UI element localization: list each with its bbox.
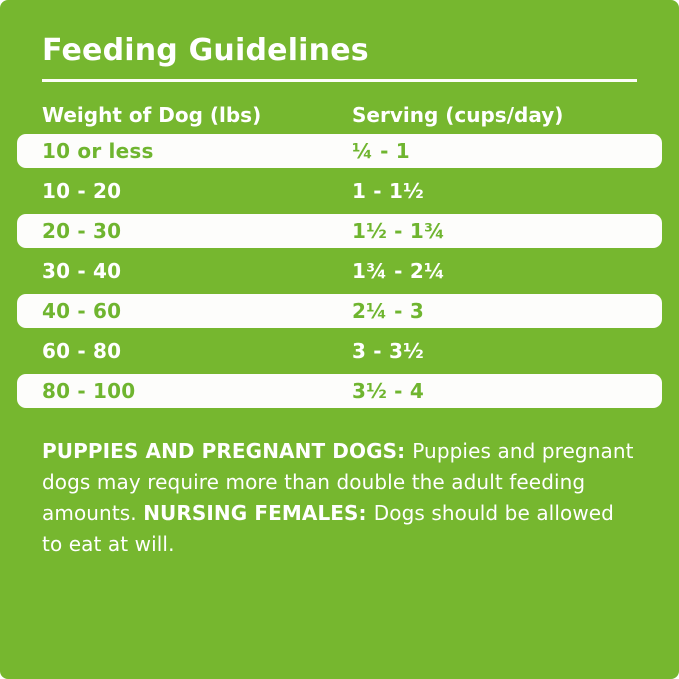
serving-cell: 1 - 1½ — [352, 179, 424, 203]
serving-cell: ¼ - 1 — [352, 139, 410, 163]
note-text: Dogs should be allowed to eat at will. — [42, 501, 614, 556]
weight-cell: 40 - 60 — [42, 299, 122, 323]
table-row: 10 - 20 1 - 1½ — [17, 171, 662, 211]
note-heading: PUPPIES AND PREGNANT DOGS: — [42, 439, 413, 463]
weight-cell: 10 - 20 — [42, 179, 122, 203]
weight-cell: 10 or less — [42, 139, 154, 163]
table-row: 30 - 40 1¾ - 2¼ — [17, 251, 662, 291]
table-row: 20 - 30 1½ - 1¾ — [17, 214, 662, 248]
serving-cell: 2¼ - 3 — [352, 299, 424, 323]
table-header: Weight of Dog (lbs) Serving (cups/day) — [42, 103, 637, 127]
note-heading: NURSING FEMALES: — [143, 501, 374, 525]
serving-cell: 3 - 3½ — [352, 339, 424, 363]
title-underline — [42, 79, 637, 82]
serving-cell: 1¾ - 2¼ — [352, 259, 445, 283]
table-row: 10 or less ¼ - 1 — [17, 134, 662, 168]
feeding-notes: PUPPIES AND PREGNANT DOGS: Puppies and p… — [42, 436, 637, 560]
feeding-table: 10 or less ¼ - 1 10 - 20 1 - 1½ 20 - 30 1½ - … — [17, 134, 662, 408]
serving-cell: 3½ - 4 — [352, 379, 424, 403]
serving-cell: 1½ - 1¾ — [352, 219, 445, 243]
note-text: Puppies and pregnant dogs may require mo… — [42, 439, 634, 525]
table-row: 40 - 60 2¼ - 3 — [17, 294, 662, 328]
weight-cell: 60 - 80 — [42, 339, 122, 363]
table-row: 60 - 80 3 - 3½ — [17, 331, 662, 371]
weight-cell: 20 - 30 — [42, 219, 122, 243]
column-header-serving: Serving (cups/day) — [352, 103, 564, 127]
weight-cell: 80 - 100 — [42, 379, 136, 403]
table-row: 80 - 100 3½ - 4 — [17, 374, 662, 408]
column-header-weight: Weight of Dog (lbs) — [42, 103, 262, 127]
weight-cell: 30 - 40 — [42, 259, 122, 283]
page-title: Feeding Guidelines — [42, 33, 369, 68]
